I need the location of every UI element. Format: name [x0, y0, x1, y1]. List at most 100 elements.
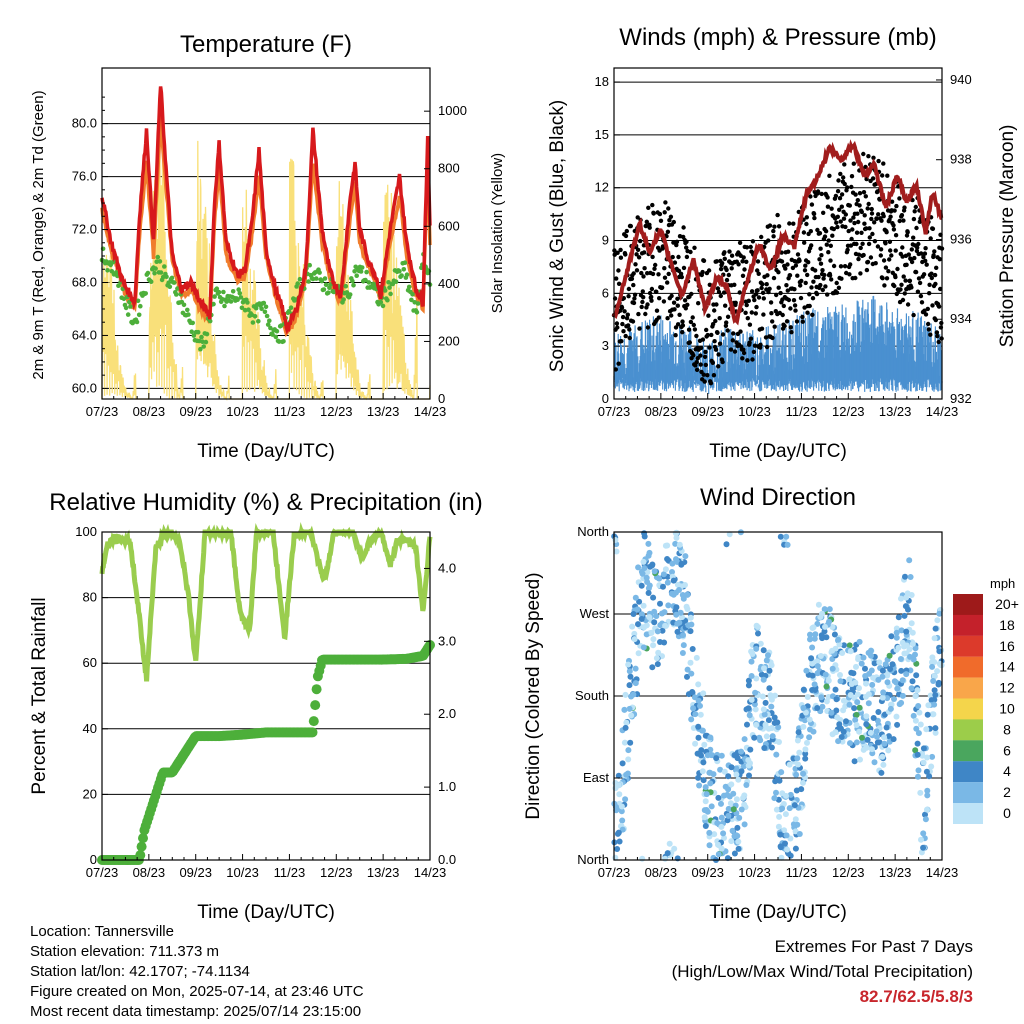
y-tick-label: 68.0: [72, 274, 97, 289]
direction-point: [867, 729, 874, 736]
gust-point: [759, 234, 764, 240]
station-location: Location: Tannersville: [30, 923, 174, 940]
direction-point: [802, 746, 809, 753]
direction-point: [840, 697, 847, 704]
gust-point: [722, 256, 727, 261]
direction-point: [875, 709, 882, 715]
direction-point: [831, 631, 838, 638]
gust-point: [748, 244, 753, 250]
direction-point: [621, 706, 628, 713]
direction-point: [927, 692, 934, 699]
direction-point: [786, 805, 793, 812]
gust-point: [692, 245, 697, 250]
direction-point: [937, 662, 944, 668]
x-tick-label: 09/23: [691, 865, 724, 880]
direction-point: [887, 705, 894, 712]
precip-point: [310, 700, 321, 711]
direction-point: [730, 790, 737, 797]
dewpoint-point: [250, 320, 256, 325]
gust-point: [737, 240, 743, 245]
gust-point: [711, 373, 717, 378]
direction-point: [708, 803, 715, 810]
dewpoint-point: [259, 306, 264, 312]
direction-point: [616, 791, 623, 798]
gust-point: [652, 266, 657, 271]
gust-point: [615, 250, 620, 255]
dewpoint-point: [288, 305, 294, 311]
direction-point: [748, 673, 755, 679]
direction-point: [934, 668, 941, 675]
direction-point: [695, 734, 702, 741]
dewpoint-point: [143, 291, 148, 296]
gust-point: [714, 302, 719, 307]
gust-point: [715, 330, 720, 335]
gust-point: [753, 292, 759, 297]
direction-point: [787, 791, 794, 798]
gust-point: [829, 277, 834, 282]
dewpoint-point: [245, 300, 250, 305]
direction-point: [888, 633, 895, 640]
gust-point: [656, 315, 661, 320]
gust-point: [912, 209, 917, 214]
direction-point: [696, 782, 703, 789]
direction-point: [863, 713, 870, 720]
direction-point: [815, 601, 822, 608]
direction-point: [715, 794, 722, 801]
direction-point: [740, 763, 747, 770]
dewpoint-point: [415, 301, 421, 306]
gust-point: [909, 259, 915, 265]
direction-point: [932, 725, 939, 732]
direction-point: [687, 614, 694, 621]
gust-point: [911, 216, 917, 222]
direction-point: [771, 714, 778, 721]
speed-color-legend: mph 20+ 18 16 14 12 10 8 6 4 2 0: [953, 576, 1019, 824]
gust-point: [905, 302, 911, 307]
x-tick-label: 13/23: [367, 865, 400, 880]
direction-point: [702, 784, 709, 791]
direction-point: [644, 579, 651, 585]
gust-point: [938, 286, 943, 292]
direction-point: [856, 728, 863, 735]
direction-point: [668, 590, 675, 597]
gust-point: [741, 255, 746, 260]
dewpoint-point: [401, 267, 407, 272]
gust-point: [692, 327, 698, 332]
gust-point: [706, 268, 712, 273]
direction-point: [775, 823, 782, 830]
direction-point: [761, 711, 768, 718]
gust-point: [785, 288, 790, 293]
direction-point: [918, 849, 925, 856]
direction-point: [853, 722, 860, 728]
direction-point: [918, 836, 924, 843]
direction-point: [748, 696, 755, 703]
direction-point: [757, 737, 764, 744]
gust-point: [623, 233, 629, 239]
gust-point: [845, 185, 850, 190]
dewpoint-point: [341, 297, 346, 302]
gust-point: [741, 347, 746, 352]
gust-point: [839, 276, 844, 281]
gust-point: [722, 250, 727, 255]
gust-point: [855, 198, 860, 203]
gust-point: [854, 230, 860, 235]
direction-point: [856, 638, 863, 645]
gust-point: [853, 275, 858, 281]
rh-line: [99, 522, 433, 682]
gust-point: [678, 271, 684, 276]
gust-point: [808, 229, 813, 234]
precip-point: [138, 833, 148, 844]
gust-point: [736, 262, 741, 267]
y-tick-label: 9: [602, 233, 609, 248]
direction-point: [650, 642, 657, 649]
y-right-tick-label: 932: [950, 391, 972, 406]
gust-point: [621, 329, 626, 334]
direction-point: [666, 840, 673, 847]
direction-point: [917, 789, 924, 796]
direction-point: [880, 761, 887, 768]
direction-point: [615, 772, 622, 779]
direction-point: [847, 740, 853, 747]
direction-point: [902, 603, 909, 610]
direction-point: [625, 756, 632, 763]
gust-point: [855, 211, 860, 216]
direction-point: [631, 636, 638, 643]
